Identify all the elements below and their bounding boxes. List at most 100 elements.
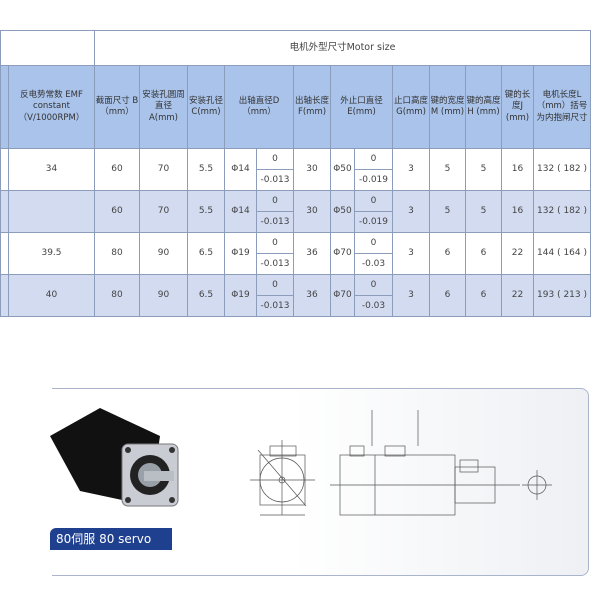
tolerance-upper: 0 [257,191,293,212]
tolerance-upper: 0 [257,233,293,254]
motor-front-drawing [250,440,315,516]
tolerance-lower: -0.03 [361,300,386,311]
cell-g: 3 [392,190,430,233]
tolerance-d: 0 -0.013 [256,190,294,233]
tolerance-upper: 0 [355,149,392,170]
tolerance-lower: -0.019 [358,216,388,227]
cell-partial [0,190,9,233]
cell-h: 5 [465,190,502,233]
header-l: 电机长度L （mm）括号为内抱闸尺寸 [532,65,592,149]
motor-side-drawing [330,410,552,516]
cell-e: Φ50 [330,148,355,191]
header-e: 外止口直径 E(mm) [330,65,393,149]
tolerance-lower: -0.03 [361,258,386,269]
cell-j: 16 [501,148,534,191]
cell-f: 30 [293,190,331,233]
tolerance-e: 0 -0.03 [354,274,393,317]
cell-j: 16 [501,190,534,233]
table-row: 34 60 70 5.5 Φ14 0 -0.013 30 Φ50 0 -0.019 3 5 5 16 132 … [0,148,592,191]
cell-h: 6 [465,274,502,317]
cell-d: Φ19 [224,232,257,275]
cell-g: 3 [392,232,430,275]
cell-h: 6 [465,232,502,275]
cell-d: Φ19 [224,274,257,317]
cell-m: 5 [429,190,466,233]
header-j: 键的长度J (mm) [501,65,534,149]
motor-size-table: 电机外型尺寸Motor size 反电势常数 EMF constant （V/1… [0,30,592,317]
cell-partial [0,274,9,317]
cell-f: 30 [293,148,331,191]
blank-header-cell [0,30,95,66]
cell-f: 36 [293,274,331,317]
cell-a: 70 [139,190,188,233]
cell-l: 144 ( 164 ) [532,232,592,275]
cell-m: 6 [429,274,466,317]
header-a: 安装孔圆周直径 A(mm) [139,65,188,149]
cell-partial [0,148,9,191]
cell-b: 60 [94,148,140,191]
tolerance-lower: -0.013 [260,300,290,311]
tolerance-upper: 0 [355,233,392,254]
motor-photo [50,408,179,507]
header-c: 安装孔径 C(mm) [187,65,225,149]
cell-emf: 34 [8,148,95,191]
cell-partial [0,232,9,275]
tolerance-d: 0 -0.013 [256,232,294,275]
product-label: 80伺服 80 servo [50,528,172,550]
cell-l: 132 ( 182 ) [532,190,592,233]
header-b: 截面尺寸 B （mm） [94,65,140,149]
tolerance-lower: -0.019 [358,174,388,185]
header-f: 出轴长度 F(mm) [293,65,331,149]
cell-c: 5.5 [187,190,225,233]
cell-emf: 39.5 [8,232,95,275]
cell-e: Φ50 [330,190,355,233]
tolerance-e: 0 -0.019 [354,190,393,233]
cell-m: 6 [429,232,466,275]
cell-emf: 40 [8,274,95,317]
cell-emf [8,190,95,233]
header-m: 键的宽度M (mm) [429,65,466,149]
cell-e: Φ70 [330,274,355,317]
cell-m: 5 [429,148,466,191]
cell-b: 80 [94,232,140,275]
tolerance-lower: -0.013 [260,258,290,269]
tolerance-upper: 0 [257,149,293,170]
tolerance-lower: -0.013 [260,216,290,227]
tolerance-upper: 0 [355,191,392,212]
cell-l: 193 ( 213 ) [532,274,592,317]
header-cell-partial [0,65,9,149]
cell-a: 70 [139,148,188,191]
tolerance-d: 0 -0.013 [256,148,294,191]
cell-a: 90 [139,274,188,317]
cell-d: Φ14 [224,148,257,191]
cell-b: 80 [94,274,140,317]
header-h: 键的高度H (mm) [465,65,502,149]
table-row: 40 80 90 6.5 Φ19 0 -0.013 36 Φ70 0 -0.03 3 6 6 22 193 (… [0,274,592,317]
tolerance-upper: 0 [355,275,392,296]
header-g: 止口高度 G(mm) [392,65,430,149]
tolerance-upper: 0 [257,275,293,296]
cell-g: 3 [392,274,430,317]
table-row: 60 70 5.5 Φ14 0 -0.013 30 Φ50 0 -0.019 3 5 5 16 132 ( … [0,190,592,233]
tolerance-e: 0 -0.03 [354,232,393,275]
cell-b: 60 [94,190,140,233]
cell-j: 22 [501,232,534,275]
cell-j: 22 [501,274,534,317]
tolerance-e: 0 -0.019 [354,148,393,191]
cell-f: 36 [293,232,331,275]
cell-c: 6.5 [187,274,225,317]
cell-d: Φ14 [224,190,257,233]
cell-h: 5 [465,148,502,191]
tolerance-lower: -0.013 [260,174,290,185]
cell-e: Φ70 [330,232,355,275]
tolerance-d: 0 -0.013 [256,274,294,317]
group-header-motor-size: 电机外型尺寸Motor size [93,30,592,66]
header-d: 出轴直径D （mm） [224,65,294,149]
table-row: 39.5 80 90 6.5 Φ19 0 -0.013 36 Φ70 0 -0.03 3 6 6 22 144… [0,232,592,275]
cell-l: 132 ( 182 ) [532,148,592,191]
cell-a: 90 [139,232,188,275]
cell-g: 3 [392,148,430,191]
cell-c: 5.5 [187,148,225,191]
cell-c: 6.5 [187,232,225,275]
header-emf: 反电势常数 EMF constant （V/1000RPM） [8,65,95,149]
